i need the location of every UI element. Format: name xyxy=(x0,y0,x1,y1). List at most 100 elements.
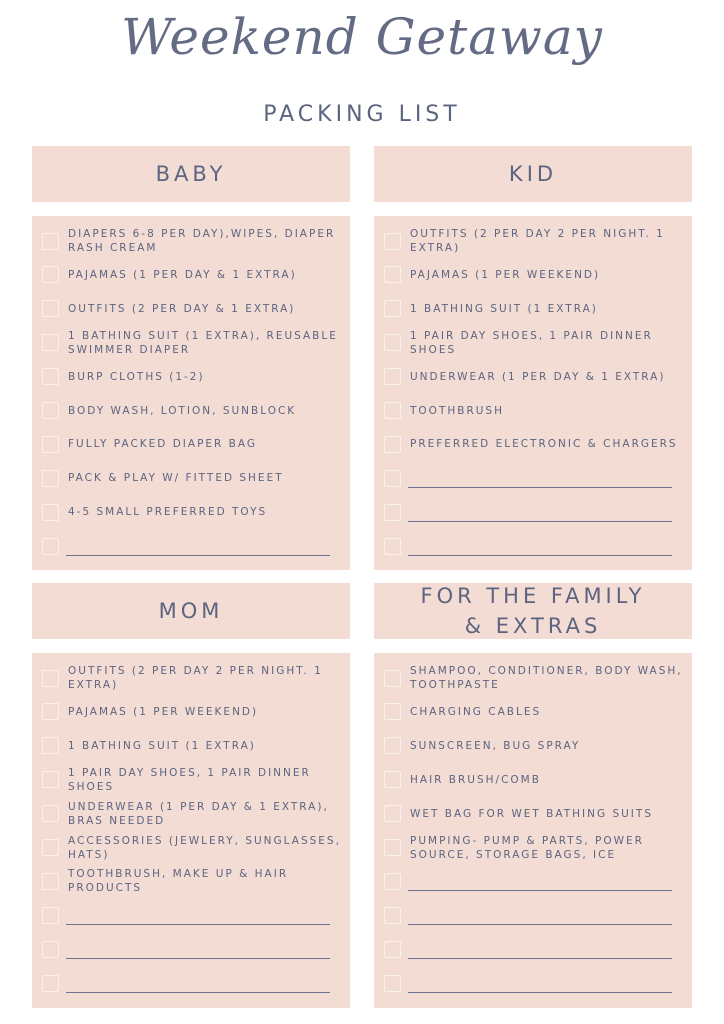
checkbox[interactable] xyxy=(384,805,401,823)
checkbox[interactable] xyxy=(42,469,59,487)
section-heading-baby: BABY xyxy=(32,146,350,202)
checklist-item-label: SHAMPOO, CONDITIONER, BODY WASH, TOOTHPA… xyxy=(410,665,683,691)
checklist-item-label: TOOTHBRUSH xyxy=(410,404,504,417)
checklist-item: WET BAG FOR WET BATHING SUITS xyxy=(374,797,692,831)
checkbox[interactable] xyxy=(384,334,401,352)
blank-write-in-line[interactable] xyxy=(408,958,672,960)
checkbox[interactable] xyxy=(384,669,401,687)
checkbox[interactable] xyxy=(42,737,59,755)
checklist-item: CHARGING CABLES xyxy=(374,695,692,729)
checkbox[interactable] xyxy=(384,839,401,856)
checkbox[interactable] xyxy=(42,703,59,721)
checklist-item: PAJAMAS (1 PER WEEKEND) xyxy=(32,695,350,729)
checklist-item-label: OUTFITS (2 PER DAY 2 PER NIGHT. 1 EXTRA) xyxy=(68,665,323,691)
checklist-item: PAJAMAS (1 PER WEEKEND) xyxy=(374,258,692,292)
checkbox[interactable] xyxy=(42,669,59,687)
checkbox[interactable] xyxy=(384,266,401,284)
checkbox[interactable] xyxy=(384,503,401,521)
checkbox[interactable] xyxy=(42,537,59,555)
blank-write-in-line[interactable] xyxy=(66,992,330,994)
checklist-item-label: PACK & PLAY W/ FITTED SHEET xyxy=(68,472,284,485)
checklist-item-label: UNDERWEAR (1 PER DAY & 1 EXTRA), BRAS NE… xyxy=(68,800,329,827)
checkbox[interactable] xyxy=(384,232,401,250)
blank-write-in-line[interactable] xyxy=(66,555,330,557)
checkbox[interactable] xyxy=(42,503,59,521)
checkbox[interactable] xyxy=(42,771,59,789)
checklist-item: UNDERWEAR (1 PER DAY & 1 EXTRA) xyxy=(374,360,692,394)
checkbox[interactable] xyxy=(384,537,401,555)
checklist-item-label: PAJAMAS (1 PER DAY & 1 EXTRA) xyxy=(68,268,297,281)
checklist-item-label: 1 PAIR DAY SHOES, 1 PAIR DINNER SHOES xyxy=(68,766,311,793)
checkbox[interactable] xyxy=(384,940,401,958)
checklist-mom: OUTFITS (2 PER DAY 2 PER NIGHT. 1 EXTRA)… xyxy=(32,653,350,1008)
checklist-item-label: 4-5 SMALL PREFERRED TOYS xyxy=(68,506,268,519)
checkbox[interactable] xyxy=(384,737,401,755)
checklist-item xyxy=(374,932,692,966)
checkbox[interactable] xyxy=(384,771,401,789)
checklist-item-label: 1 BATHING SUIT (1 EXTRA) xyxy=(410,302,598,315)
checklist-item: BODY WASH, LOTION, SUNBLOCK xyxy=(32,394,350,428)
checklist-item-label: OUTFITS (2 PER DAY & 1 EXTRA) xyxy=(68,302,296,315)
checkbox[interactable] xyxy=(42,300,59,318)
checkbox[interactable] xyxy=(42,402,59,419)
blank-write-in-line[interactable] xyxy=(408,555,672,557)
checkbox[interactable] xyxy=(42,906,59,924)
checklist-item: 1 PAIR DAY SHOES, 1 PAIR DINNER SHOES xyxy=(32,763,350,797)
checkbox[interactable] xyxy=(42,334,59,352)
checkbox[interactable] xyxy=(42,940,59,958)
checklist-item-label: HAIR BRUSH/COMB xyxy=(410,773,541,786)
checklist-item: PUMPING- PUMP & PARTS, POWER SOURCE, STO… xyxy=(374,831,692,865)
checklist-item xyxy=(374,495,692,529)
blank-write-in-line[interactable] xyxy=(408,890,672,892)
checklist-item: 1 BATHING SUIT (1 EXTRA), REUSABLE SWIMM… xyxy=(32,326,350,360)
checklist-item: OUTFITS (2 PER DAY & 1 EXTRA) xyxy=(32,292,350,326)
checkbox[interactable] xyxy=(384,300,401,318)
blank-write-in-line[interactable] xyxy=(66,958,330,960)
checkbox[interactable] xyxy=(384,703,401,721)
checkbox[interactable] xyxy=(42,974,59,992)
checklist-item: SUNSCREEN, BUG SPRAY xyxy=(374,729,692,763)
checklist-item: OUTFITS (2 PER DAY 2 PER NIGHT. 1 EXTRA) xyxy=(32,661,350,695)
checklist-item: FULLY PACKED DIAPER BAG xyxy=(32,427,350,461)
checklist-item-label: CHARGING CABLES xyxy=(410,705,542,718)
page-title: Weekend Getaway xyxy=(121,8,603,66)
checklist-item: OUTFITS (2 PER DAY 2 PER NIGHT. 1 EXTRA) xyxy=(374,224,692,258)
blank-write-in-line[interactable] xyxy=(408,924,672,926)
checkbox[interactable] xyxy=(42,266,59,284)
checklist-item-label: DIAPERS 6-8 PER DAY),WIPES, DIAPER RASH … xyxy=(68,228,336,254)
checkbox[interactable] xyxy=(42,435,59,453)
checkbox[interactable] xyxy=(384,368,401,386)
checklist-item-label: 1 BATHING SUIT (1 EXTRA) xyxy=(68,739,256,752)
checklist-item: DIAPERS 6-8 PER DAY),WIPES, DIAPER RASH … xyxy=(32,224,350,258)
section-heading-kid: KID xyxy=(374,146,692,202)
blank-write-in-line[interactable] xyxy=(408,521,672,523)
checklist-item-label: 1 BATHING SUIT (1 EXTRA), REUSABLE SWIMM… xyxy=(68,329,338,356)
checklist-item: TOOTHBRUSH, MAKE UP & HAIR PRODUCTS xyxy=(32,864,350,898)
checkbox[interactable] xyxy=(42,232,59,250)
checklist-item xyxy=(32,529,350,563)
checkbox[interactable] xyxy=(384,906,401,924)
checklist-baby: DIAPERS 6-8 PER DAY),WIPES, DIAPER RASH … xyxy=(32,216,350,570)
checkbox[interactable] xyxy=(384,872,401,890)
checklist-item-label: PAJAMAS (1 PER WEEKEND) xyxy=(68,705,259,718)
checklist-item: 1 BATHING SUIT (1 EXTRA) xyxy=(374,292,692,326)
blank-write-in-line[interactable] xyxy=(408,992,672,994)
blank-write-in-line[interactable] xyxy=(408,487,672,489)
checkbox[interactable] xyxy=(42,805,59,823)
checklist-item xyxy=(32,898,350,932)
checklist-item xyxy=(32,966,350,1000)
checkbox[interactable] xyxy=(42,872,59,890)
checkbox[interactable] xyxy=(384,974,401,992)
checkbox[interactable] xyxy=(384,402,401,419)
checkbox[interactable] xyxy=(384,435,401,453)
checkbox[interactable] xyxy=(42,839,59,856)
checklist-item-label: PREFERRED ELECTRONIC & CHARGERS xyxy=(410,438,678,451)
checklist-item-label: WET BAG FOR WET BATHING SUITS xyxy=(410,807,653,820)
blank-write-in-line[interactable] xyxy=(66,924,330,926)
checkbox[interactable] xyxy=(384,469,401,487)
checkbox[interactable] xyxy=(42,368,59,386)
checklist-item: 4-5 SMALL PREFERRED TOYS xyxy=(32,495,350,529)
checklist-item xyxy=(32,932,350,966)
checklist-item: PAJAMAS (1 PER DAY & 1 EXTRA) xyxy=(32,258,350,292)
checklist-item-label: OUTFITS (2 PER DAY 2 PER NIGHT. 1 EXTRA) xyxy=(410,228,665,254)
